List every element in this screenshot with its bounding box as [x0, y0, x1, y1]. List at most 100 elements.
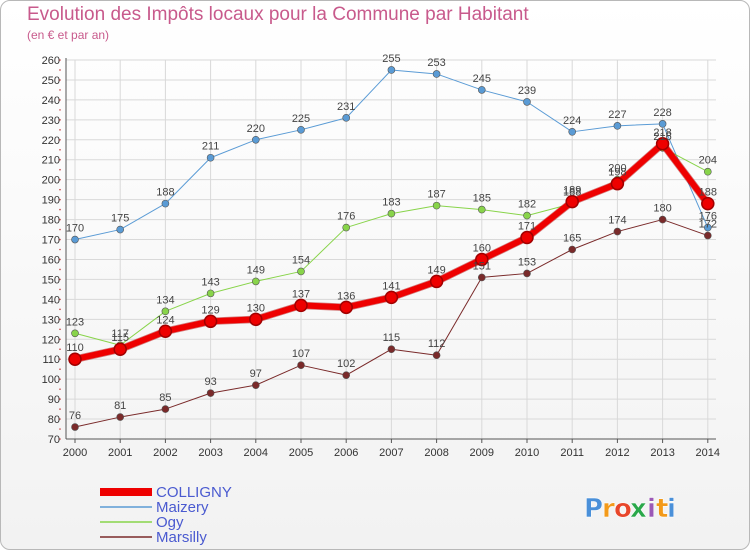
- logo-letter: x: [630, 494, 647, 524]
- point-colligny: [565, 194, 579, 209]
- point-maizery: [161, 199, 170, 208]
- minor-tick: [59, 248, 61, 251]
- data-label-maizery: 231: [337, 101, 355, 113]
- y-tick-label: 170: [42, 235, 60, 247]
- minor-tick: [59, 238, 61, 241]
- point-marsilly: [252, 381, 260, 389]
- data-labels: 170 175 188 211 220 225 231 255 253 245 239 224 227 2…: [66, 53, 717, 422]
- data-label-maizery: 228: [653, 107, 671, 119]
- minor-tick: [59, 129, 61, 131]
- minor-tick: [59, 278, 61, 281]
- data-label-colligny: 136: [337, 290, 355, 302]
- point-colligny: [203, 314, 218, 329]
- data-label-ogy: 176: [337, 211, 355, 223]
- data-label-ogy: 182: [518, 199, 536, 211]
- data-label-ogy: 188: [563, 187, 581, 199]
- data-label-marsilly: 85: [159, 392, 171, 404]
- point-maizery: [477, 86, 486, 94]
- point-colligny: [68, 352, 82, 366]
- data-label-marsilly: 102: [337, 358, 355, 370]
- data-label-ogy: 216: [653, 131, 671, 143]
- data-label-ogy: 200: [608, 163, 626, 175]
- point-marsilly: [477, 273, 486, 282]
- data-label-maizery: 225: [292, 113, 310, 125]
- point-marsilly: [297, 361, 305, 369]
- x-tick-label: 2008: [424, 447, 448, 459]
- logo-letter: P: [584, 494, 603, 524]
- legend-label: COLLIGNY: [156, 484, 232, 501]
- data-label-ogy: 149: [247, 264, 265, 276]
- minor-tick: [59, 79, 61, 81]
- y-tick-label: 110: [42, 354, 60, 366]
- point-maizery: [568, 128, 577, 136]
- data-label-maizery: 176: [699, 211, 717, 223]
- minor-tick: [59, 158, 61, 161]
- point-maizery: [613, 122, 622, 130]
- data-label-ogy: 143: [201, 276, 219, 288]
- point-marsilly: [523, 269, 531, 278]
- data-label-marsilly: 172: [699, 219, 717, 231]
- minor-tick: [59, 398, 61, 400]
- point-colligny: [655, 137, 670, 151]
- x-tick-label: 2000: [63, 447, 87, 459]
- data-label-maizery: 255: [382, 53, 400, 65]
- data-label-marsilly: 107: [292, 348, 310, 360]
- minor-tick: [59, 438, 61, 440]
- point-colligny: [113, 342, 127, 356]
- data-label-colligny: 218: [653, 127, 671, 139]
- point-marsilly: [116, 413, 124, 421]
- data-label-maizery: 245: [473, 73, 491, 85]
- minor-tick: [59, 288, 61, 291]
- minor-tick: [59, 69, 61, 71]
- data-label-maizery: 224: [563, 115, 581, 127]
- chart-title: Evolution des Impôts locaux pour la Comm…: [27, 4, 529, 25]
- minor-tick: [59, 258, 61, 261]
- point-ogy: [523, 211, 531, 220]
- minor-tick: [59, 428, 61, 430]
- x-tick-label: 2004: [244, 447, 268, 459]
- minor-tick: [59, 348, 61, 351]
- data-label-maizery: 175: [111, 213, 129, 225]
- data-label-marsilly: 151: [473, 260, 491, 272]
- minor-tick: [59, 338, 61, 341]
- point-maizery: [342, 114, 351, 122]
- x-tick-label: 2003: [198, 447, 222, 459]
- y-tick-label: 70: [48, 434, 60, 446]
- data-label-ogy: 187: [427, 189, 445, 201]
- point-marsilly: [387, 345, 396, 354]
- point-ogy: [342, 223, 351, 232]
- y-tick-label: 140: [42, 294, 60, 306]
- minor-tick: [59, 388, 61, 390]
- data-label-marsilly: 81: [114, 400, 126, 412]
- minor-tick: [59, 218, 61, 221]
- y-tick-label: 190: [42, 195, 60, 207]
- point-colligny: [429, 274, 444, 289]
- data-label-ogy: 134: [156, 294, 174, 306]
- point-maizery: [116, 225, 124, 234]
- data-label-ogy: 123: [66, 316, 84, 328]
- point-colligny: [249, 312, 263, 327]
- minor-tick: [59, 168, 61, 171]
- point-ogy: [703, 167, 712, 176]
- minor-tick: [59, 208, 61, 211]
- point-colligny: [520, 230, 534, 245]
- minor-tick: [59, 418, 61, 420]
- x-tick-label: 2009: [470, 447, 494, 459]
- proxiti-logo: Pr ox i ti: [584, 494, 676, 525]
- point-ogy: [432, 201, 441, 210]
- point-colligny: [701, 196, 715, 211]
- point-marsilly: [703, 231, 712, 240]
- minor-tick: [59, 308, 61, 311]
- data-label-colligny: 137: [292, 288, 310, 300]
- data-label-marsilly: 76: [69, 410, 81, 422]
- x-tick-label: 2007: [379, 447, 403, 459]
- minor-tick: [59, 119, 61, 121]
- point-ogy: [161, 307, 170, 316]
- point-maizery: [703, 223, 712, 232]
- point-maizery: [206, 153, 215, 162]
- minor-tick: [59, 298, 61, 301]
- y-tick-label: 240: [42, 95, 60, 107]
